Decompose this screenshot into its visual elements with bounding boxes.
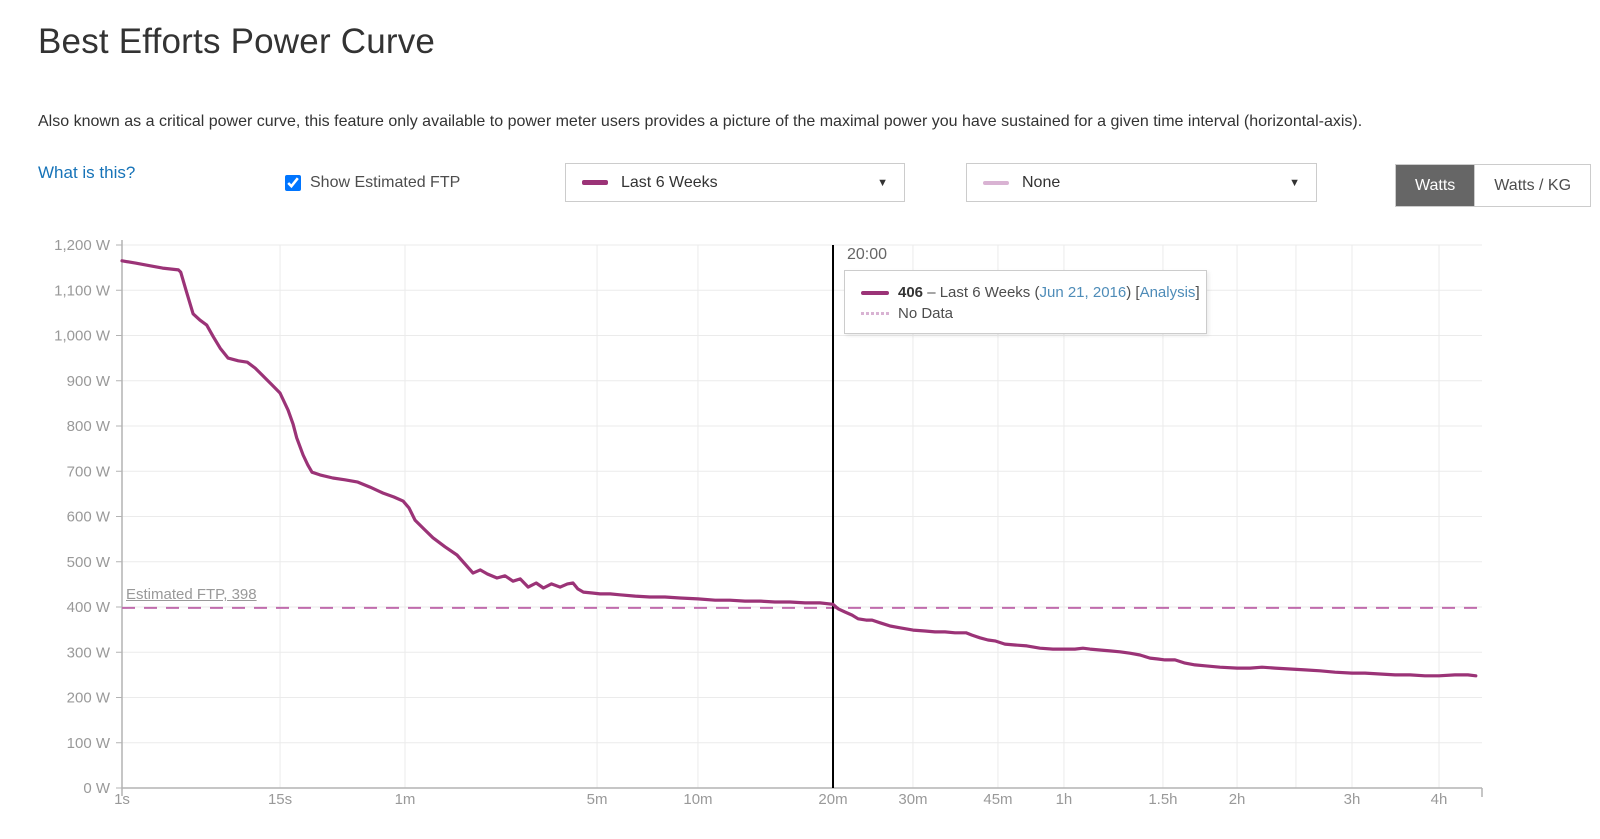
- y-axis-labels: 0 W 100 W 200 W 300 W 400 W 500 W 600 W 700 W 80…: [54, 237, 111, 797]
- svg-text:700 W: 700 W: [67, 463, 111, 480]
- svg-text:400 W: 400 W: [67, 599, 111, 616]
- svg-text:10m: 10m: [683, 791, 712, 808]
- primary-series-swatch: [582, 180, 608, 185]
- watts-per-kg-button[interactable]: Watts / KG: [1474, 165, 1591, 206]
- svg-text:45m: 45m: [983, 791, 1012, 808]
- svg-text:300 W: 300 W: [67, 644, 111, 661]
- svg-text:30m: 30m: [898, 791, 927, 808]
- compare-series-value: None: [1022, 173, 1061, 191]
- svg-text:500 W: 500 W: [67, 554, 111, 571]
- chart-tooltip: 406 – Last 6 Weeks (Jun 21, 2016) [Analy…: [844, 270, 1207, 334]
- x-gridlines: [279, 245, 1440, 788]
- tooltip-no-data-row: No Data: [861, 303, 1194, 324]
- svg-text:4h: 4h: [1431, 791, 1448, 808]
- chevron-down-icon: ▼: [1289, 176, 1300, 189]
- svg-text:0 W: 0 W: [83, 780, 111, 797]
- watts-button[interactable]: Watts: [1396, 165, 1475, 206]
- no-data-line-swatch: [861, 312, 889, 315]
- svg-text:3h: 3h: [1344, 791, 1361, 808]
- svg-text:600 W: 600 W: [67, 509, 111, 526]
- svg-text:1,100 W: 1,100 W: [54, 282, 111, 299]
- tooltip-no-data-label: No Data: [898, 305, 954, 322]
- compare-series-swatch: [983, 180, 1009, 185]
- power-curve-series-line: [120, 259, 1478, 678]
- show-estimated-ftp-checkbox[interactable]: [285, 175, 301, 191]
- x-axis-labels: 1s 15s 1m 5m 10m 20m 30m 45m 1h 1.5h 2h 3h 4h: [114, 791, 1447, 808]
- compare-series-select[interactable]: None ▼: [966, 163, 1317, 202]
- primary-series-value: Last 6 Weeks: [621, 173, 718, 191]
- page-description: Also known as a critical power curve, th…: [38, 113, 1363, 130]
- tooltip-analysis-link[interactable]: Analysis: [1139, 284, 1196, 301]
- unit-toggle: Watts Watts / KG: [1395, 164, 1592, 207]
- series-line-swatch: [861, 290, 889, 295]
- page-title: Best Efforts Power Curve: [38, 22, 436, 61]
- svg-text:100 W: 100 W: [67, 735, 111, 752]
- svg-text:1h: 1h: [1056, 791, 1073, 808]
- svg-text:1,000 W: 1,000 W: [54, 328, 111, 345]
- tooltip-value: 406: [898, 284, 924, 301]
- y-gridlines: [116, 244, 1482, 789]
- tooltip-series-text: 406 – Last 6 Weeks (Jun 21, 2016) [Analy…: [898, 284, 1200, 301]
- svg-text:5m: 5m: [587, 791, 608, 808]
- svg-text:800 W: 800 W: [67, 418, 111, 435]
- svg-text:1m: 1m: [395, 791, 416, 808]
- show-estimated-ftp-label: Show Estimated FTP: [310, 174, 461, 191]
- marker-time-label: 20:00: [847, 246, 888, 263]
- chevron-down-icon: ▼: [877, 176, 888, 189]
- svg-text:900 W: 900 W: [67, 373, 111, 390]
- estimated-ftp-label: Estimated FTP, 398: [126, 586, 257, 603]
- what-is-this-link[interactable]: What is this?: [38, 163, 136, 182]
- show-estimated-ftp-toggle[interactable]: Show Estimated FTP: [285, 174, 460, 192]
- svg-text:1s: 1s: [114, 791, 130, 808]
- svg-text:200 W: 200 W: [67, 690, 111, 707]
- tooltip-series-row: 406 – Last 6 Weeks (Jun 21, 2016) [Analy…: [861, 282, 1200, 303]
- svg-text:2h: 2h: [1229, 791, 1246, 808]
- svg-text:20m: 20m: [818, 791, 847, 808]
- svg-text:1,200 W: 1,200 W: [54, 237, 111, 254]
- svg-text:15s: 15s: [268, 791, 292, 808]
- primary-series-select[interactable]: Last 6 Weeks ▼: [565, 163, 905, 202]
- chart-axes: [121, 240, 1483, 797]
- tooltip-date-link[interactable]: Jun 21, 2016: [1039, 284, 1127, 301]
- svg-text:1.5h: 1.5h: [1148, 791, 1177, 808]
